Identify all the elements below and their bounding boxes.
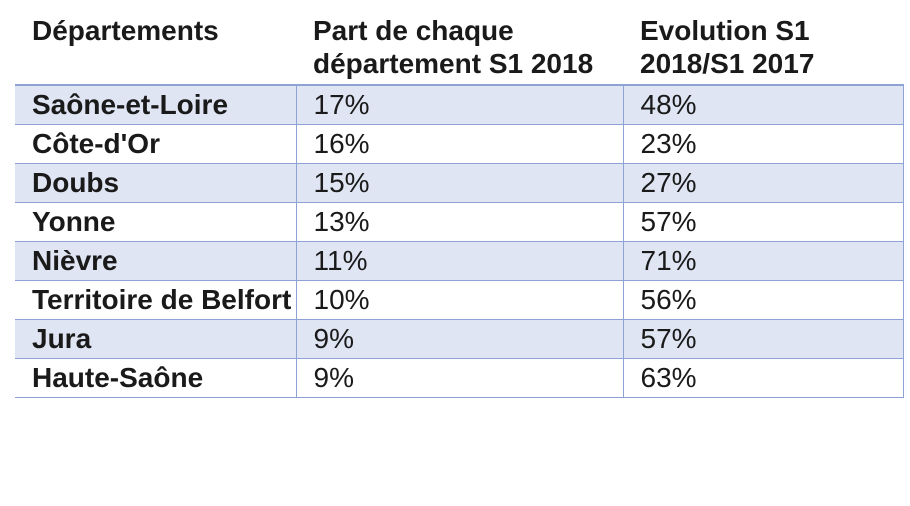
cell-departement: Yonne (15, 202, 297, 242)
cell-part: 9% (296, 319, 624, 359)
table-row: Nièvre 11% 71% (15, 241, 904, 281)
cell-departement: Jura (15, 319, 297, 359)
header-departements: Départements (15, 12, 296, 86)
header-row: Départements Part de chaque département … (15, 12, 903, 86)
cell-departement: Saône-et-Loire (15, 85, 297, 125)
cell-part: 10% (296, 280, 624, 320)
table-row: Doubs 15% 27% (15, 163, 904, 203)
cell-departement: Côte-d'Or (15, 124, 297, 164)
header-evolution: Evolution S1 2018/S1 2017 (623, 12, 903, 86)
table-row: Saône-et-Loire 17% 48% (15, 85, 904, 125)
cell-evolution: 63% (623, 358, 904, 398)
cell-evolution: 57% (623, 202, 904, 242)
cell-evolution: 23% (623, 124, 904, 164)
cell-departement: Nièvre (15, 241, 297, 281)
table-row: Jura 9% 57% (15, 319, 904, 359)
table-row: Haute-Saône 9% 63% (15, 358, 904, 398)
cell-departement: Doubs (15, 163, 297, 203)
cell-evolution: 71% (623, 241, 904, 281)
departements-table: Départements Part de chaque département … (15, 12, 904, 398)
cell-departement: Territoire de Belfort (15, 280, 297, 320)
cell-evolution: 48% (623, 85, 904, 125)
cell-evolution: 27% (623, 163, 904, 203)
departements-table-container: Départements Part de chaque département … (15, 12, 904, 398)
table-header: Départements Part de chaque département … (15, 12, 903, 86)
cell-part: 13% (296, 202, 624, 242)
cell-part: 9% (296, 358, 624, 398)
cell-part: 15% (296, 163, 624, 203)
table-body: Saône-et-Loire 17% 48% Côte-d'Or 16% 23%… (15, 85, 904, 398)
cell-evolution: 56% (623, 280, 904, 320)
cell-part: 11% (296, 241, 624, 281)
table-row: Côte-d'Or 16% 23% (15, 124, 904, 164)
cell-part: 16% (296, 124, 624, 164)
table-row: Territoire de Belfort 10% 56% (15, 280, 904, 320)
table-row: Yonne 13% 57% (15, 202, 904, 242)
cell-evolution: 57% (623, 319, 904, 359)
cell-departement: Haute-Saône (15, 358, 297, 398)
cell-part: 17% (296, 85, 624, 125)
header-part: Part de chaque département S1 2018 (296, 12, 623, 86)
